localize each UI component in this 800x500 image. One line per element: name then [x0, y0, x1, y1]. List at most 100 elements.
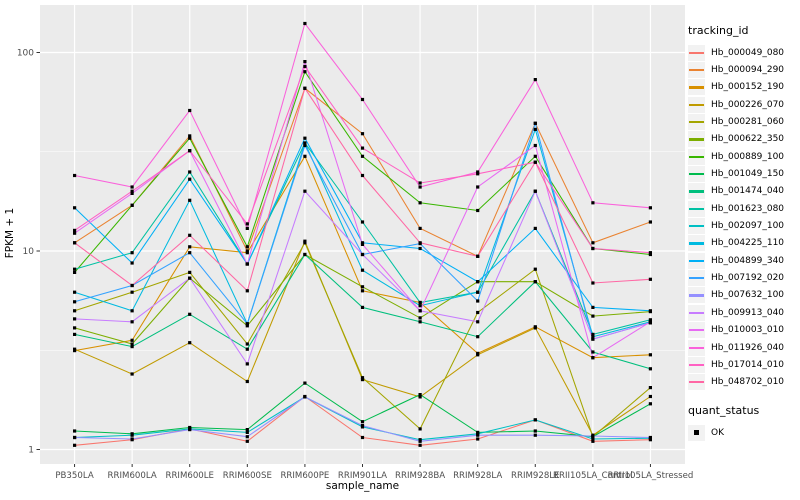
data-point — [130, 185, 134, 189]
data-point — [130, 283, 134, 288]
data-point — [418, 300, 422, 305]
data-point — [303, 60, 307, 64]
data-point — [73, 332, 77, 336]
data-point — [476, 208, 480, 213]
data-point — [73, 270, 77, 274]
data-point — [73, 267, 77, 271]
data-point — [360, 252, 365, 257]
data-point — [73, 317, 77, 321]
data-point — [303, 154, 307, 158]
data-point — [648, 402, 652, 406]
legend-item-quant: OK — [688, 424, 800, 441]
data-point — [188, 428, 192, 432]
legend-item-label: Hb_001623_080 — [711, 203, 785, 214]
data-point — [303, 64, 307, 69]
data-point — [303, 143, 307, 148]
data-point — [591, 337, 595, 341]
legend-item-label: Hb_004899_340 — [711, 255, 785, 266]
data-point — [130, 345, 134, 349]
data-point — [533, 121, 537, 125]
data-point — [360, 378, 365, 382]
data-point — [245, 347, 249, 351]
data-point — [476, 320, 480, 324]
data-point — [648, 277, 652, 281]
data-point — [130, 342, 134, 346]
legend-item-label: OK — [711, 427, 724, 438]
legend-item: Hb_007632_100 — [688, 287, 800, 304]
data-point — [188, 136, 192, 140]
data-point — [360, 154, 365, 158]
data-point — [418, 309, 422, 313]
data-point — [245, 379, 249, 384]
data-point — [360, 173, 365, 178]
data-point — [73, 290, 77, 294]
data-point — [533, 127, 537, 131]
data-point — [418, 304, 422, 308]
data-point — [73, 326, 77, 330]
x-tick-label: RRIM600LA — [108, 471, 157, 481]
legend: tracking_id Hb_000049_080 Hb_000094_290 Hb… — [688, 24, 800, 441]
legend-key-line-icon — [688, 96, 705, 113]
legend-item: Hb_048702_010 — [688, 374, 800, 391]
legend-key-line-icon — [688, 218, 705, 235]
legend-item-label: Hb_009913_040 — [711, 307, 785, 318]
legend-key-line-icon — [688, 304, 705, 321]
data-point — [73, 300, 77, 304]
data-point — [303, 395, 307, 399]
x-tick-label: RRII105LA_Control — [553, 471, 633, 481]
data-point — [188, 177, 192, 181]
data-point — [476, 335, 480, 339]
legend-key-line-icon — [688, 252, 705, 269]
data-point — [476, 353, 480, 357]
data-point — [73, 443, 77, 447]
data-point — [188, 276, 192, 280]
data-point — [73, 347, 77, 351]
data-point — [188, 341, 192, 345]
x-tick-label: RRIM901LA — [338, 471, 387, 481]
legend-item: Hb_000094_290 — [688, 61, 800, 79]
x-tick-label: RRIM928LE — [511, 471, 560, 481]
data-point — [188, 149, 192, 153]
legend-item-label: Hb_048702_010 — [711, 377, 785, 388]
data-point — [591, 356, 595, 360]
data-point — [476, 299, 480, 303]
data-point — [130, 189, 134, 193]
data-point — [245, 430, 249, 434]
legend-item-label: Hb_001474_040 — [711, 186, 785, 197]
data-point — [476, 280, 480, 284]
legend-item-label: Hb_000281_060 — [711, 117, 785, 128]
data-point — [360, 220, 365, 224]
data-point — [418, 181, 422, 185]
legend-key-line-icon — [688, 148, 705, 165]
data-point — [360, 376, 365, 380]
x-tick-label: RRIM600SE — [223, 471, 272, 481]
legend-item: Hb_000281_060 — [688, 113, 800, 131]
data-point — [303, 21, 307, 26]
legend-item-label: Hb_000226_070 — [711, 99, 785, 110]
data-point — [360, 435, 365, 440]
data-point — [73, 435, 77, 440]
data-point — [591, 281, 595, 285]
data-point — [188, 134, 192, 138]
legend-item-label: Hb_007632_100 — [711, 290, 785, 301]
legend-key-line-icon — [688, 183, 705, 200]
data-point — [73, 309, 77, 313]
legend-item-label: Hb_000152_190 — [711, 82, 785, 93]
data-point — [188, 251, 192, 255]
data-point — [245, 322, 249, 326]
data-point — [245, 435, 249, 439]
legend-item: Hb_011926_040 — [688, 339, 800, 356]
legend-key-line-icon — [688, 356, 705, 373]
data-point — [476, 310, 480, 315]
data-point — [360, 132, 365, 136]
data-point — [648, 320, 652, 324]
data-point — [245, 251, 249, 255]
data-point — [418, 241, 422, 245]
data-point — [591, 332, 595, 336]
data-point — [360, 241, 365, 245]
data-point — [418, 246, 422, 251]
data-point — [648, 386, 652, 390]
data-point — [533, 154, 537, 158]
data-point — [476, 437, 480, 441]
